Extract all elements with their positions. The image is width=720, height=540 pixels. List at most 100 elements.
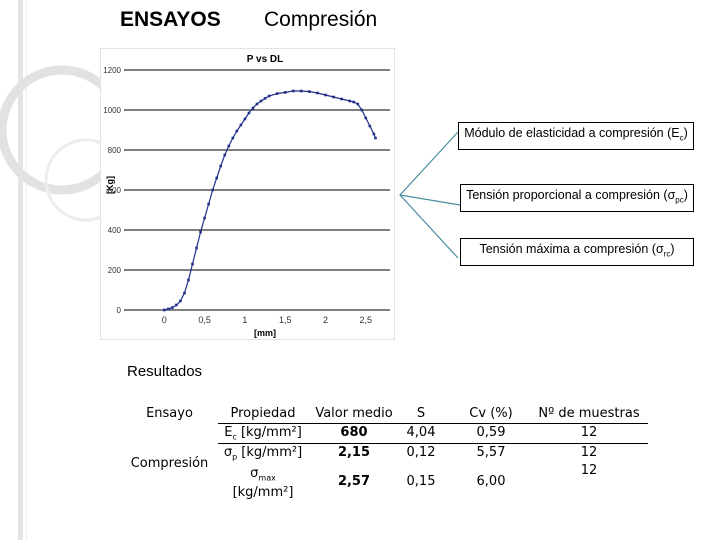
- data-point: [183, 291, 186, 295]
- data-point: [195, 246, 198, 250]
- y-tick-label: 0: [117, 306, 122, 315]
- data-point: [247, 111, 251, 115]
- x-tick-label: 2: [323, 315, 328, 325]
- data-point: [207, 202, 210, 206]
- data-point: [291, 89, 295, 93]
- data-point: [374, 136, 377, 140]
- data-point: [187, 278, 190, 282]
- data-point: [251, 106, 255, 110]
- data-point: [167, 307, 170, 311]
- data-point: [179, 299, 182, 303]
- data-point: [239, 123, 243, 127]
- header-ensayo: Ensayo: [146, 406, 193, 421]
- data-point: [259, 99, 263, 103]
- valor-row-1: 680: [340, 425, 368, 440]
- data-point: [223, 153, 227, 157]
- callout-elasticity-text: Módulo de elasticidad a compresión (E: [464, 126, 680, 140]
- connector-elasticity: [399, 131, 459, 259]
- data-point: [308, 90, 311, 93]
- data-point: [227, 144, 231, 148]
- s-row-1: 4,04: [406, 425, 436, 440]
- x-tick-label: 1: [242, 315, 247, 325]
- callout-proportional-sub: pc: [675, 195, 684, 205]
- callout-proportional-text: Tensión proporcional a compresión (σ: [466, 188, 676, 202]
- y-tick-label: 600: [108, 186, 122, 195]
- callout-elasticity-close: ): [683, 126, 688, 140]
- page-title: ENSAYOS: [120, 8, 221, 32]
- header-s: S: [416, 406, 426, 421]
- data-point: [211, 188, 214, 192]
- data-point: [352, 100, 356, 104]
- callout-maximum-close: ): [670, 242, 675, 256]
- col-cv: Cv (%) 0,59 5,57 6,00: [452, 404, 530, 514]
- title-sub: Compresión: [264, 8, 378, 31]
- callout-proportional-close: ): [683, 188, 688, 202]
- header-valor-medio: Valor medio: [315, 406, 393, 421]
- data-point: [356, 102, 360, 106]
- left-accent-line: [26, 0, 27, 540]
- x-tick-label: 2,5: [360, 315, 373, 325]
- data-point: [283, 91, 287, 94]
- data-point: [263, 97, 267, 100]
- data-point: [340, 97, 343, 101]
- callout-maximum-text: Tensión máxima a compresión (σ: [479, 242, 664, 256]
- cv-row-3: 6,00: [476, 474, 506, 489]
- data-point: [255, 102, 259, 106]
- data-point: [219, 164, 223, 168]
- x-tick-label: 0: [162, 315, 167, 325]
- data-point: [215, 176, 218, 180]
- prop-row-1: Ec [kg/mm²]: [224, 425, 302, 442]
- results-title: Resultados: [127, 363, 203, 380]
- pvsdl-chart: P vs DL [Kg] [mm] 020040060080010001200 …: [100, 48, 395, 340]
- chart-frame: [100, 48, 395, 340]
- col-s: S 4,04 0,12 0,15: [398, 404, 444, 514]
- header-propiedad: Propiedad: [230, 406, 296, 421]
- col-valor-medio: Valor medio 680 2,15 2,57: [310, 404, 398, 514]
- callout-maximum-sub: rc: [663, 249, 671, 259]
- data-point: [171, 306, 174, 309]
- connector-proportional: [399, 194, 461, 206]
- data-point: [175, 303, 178, 307]
- muestras-row-3: 12: [580, 463, 598, 478]
- y-tick-label: 400: [108, 226, 122, 235]
- x-tick-label: 1,5: [279, 315, 292, 325]
- data-point: [243, 117, 247, 121]
- prop-row-2: σp [kg/mm²]: [223, 445, 303, 462]
- data-point: [332, 95, 335, 99]
- data-point: [360, 108, 364, 112]
- table-row-rule: [218, 443, 648, 444]
- data-point: [368, 124, 372, 128]
- valor-row-2: 2,15: [337, 445, 371, 460]
- title-main: ENSAYOS: [120, 8, 221, 31]
- ensayo-value: Compresión: [130, 456, 209, 471]
- header-cv: Cv (%): [469, 406, 513, 421]
- callout-elasticity: Módulo de elasticidad a compresión (Ec): [458, 122, 694, 150]
- y-axis-label: [Kg]: [105, 176, 115, 194]
- header-muestras: Nº de muestras: [538, 406, 640, 421]
- series-line: [164, 90, 377, 311]
- data-point: [203, 216, 206, 220]
- y-tick-label: 1000: [103, 106, 121, 115]
- data-point: [372, 132, 376, 136]
- data-point: [199, 230, 202, 234]
- chart-title: P vs DL: [247, 54, 284, 65]
- y-tick-label: 800: [108, 146, 122, 155]
- cv-row-2: 5,57: [476, 445, 506, 460]
- data-point: [364, 116, 368, 120]
- y-tick-label: 1200: [103, 66, 121, 75]
- x-tick-label: 0,5: [198, 315, 211, 325]
- callout-proportional: Tensión proporcional a compresión (σpc): [460, 184, 694, 212]
- data-point: [316, 91, 319, 95]
- data-point: [300, 89, 303, 93]
- table-header-rule: [218, 423, 648, 424]
- muestras-row-1: 12: [580, 425, 598, 440]
- muestras-row-2: 12: [580, 445, 598, 460]
- col-propiedad: Propiedad Ec [kg/mm²] σp [kg/mm²] σmax […: [218, 404, 308, 514]
- cv-row-1: 0,59: [476, 425, 506, 440]
- data-point: [191, 262, 194, 266]
- s-row-2: 0,12: [406, 445, 436, 460]
- page-subtitle: Compresión: [264, 8, 377, 32]
- col-ensayo: Ensayo Compresión: [122, 404, 217, 514]
- prop-row-3-unit: [kg/mm²]: [232, 485, 294, 500]
- x-axis-label: [mm]: [254, 328, 276, 338]
